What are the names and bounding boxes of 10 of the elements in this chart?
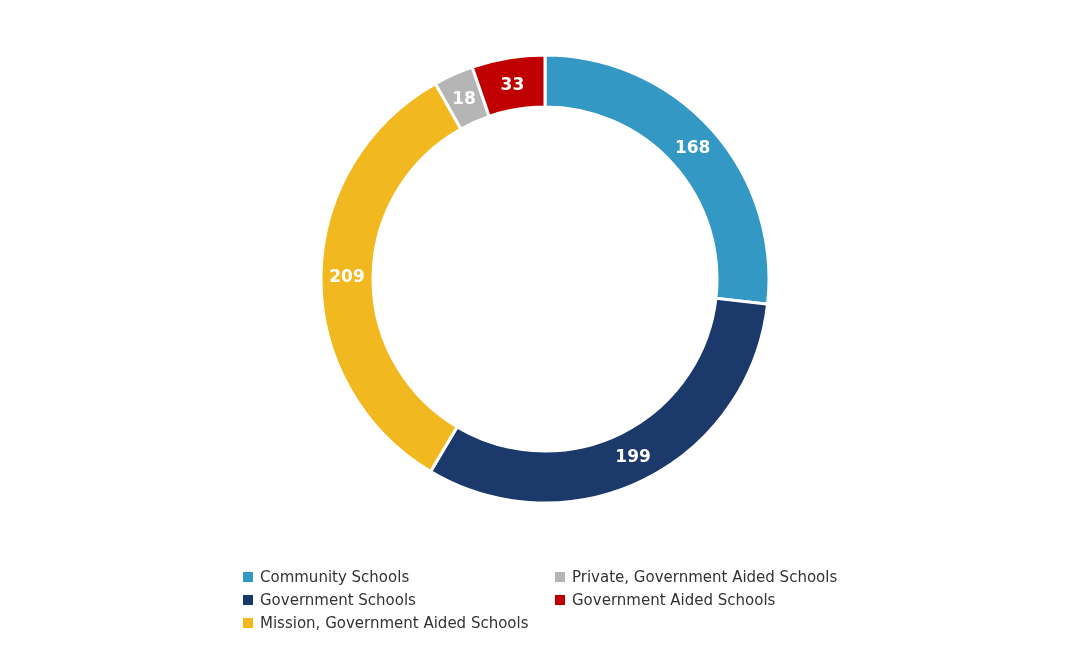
legend-label: Mission, Government Aided Schools bbox=[260, 614, 529, 633]
data-label: 168 bbox=[674, 137, 711, 158]
legend-label: Community Schools bbox=[260, 568, 410, 587]
legend-label: Government Aided Schools bbox=[572, 591, 776, 610]
data-label: 18 bbox=[452, 88, 476, 109]
data-label: 33 bbox=[500, 73, 525, 94]
data-label: 199 bbox=[615, 446, 651, 467]
legend-label: Private, Government Aided Schools bbox=[572, 568, 838, 587]
legend-label: Government Schools bbox=[260, 591, 417, 610]
data-label: 209 bbox=[329, 266, 365, 287]
